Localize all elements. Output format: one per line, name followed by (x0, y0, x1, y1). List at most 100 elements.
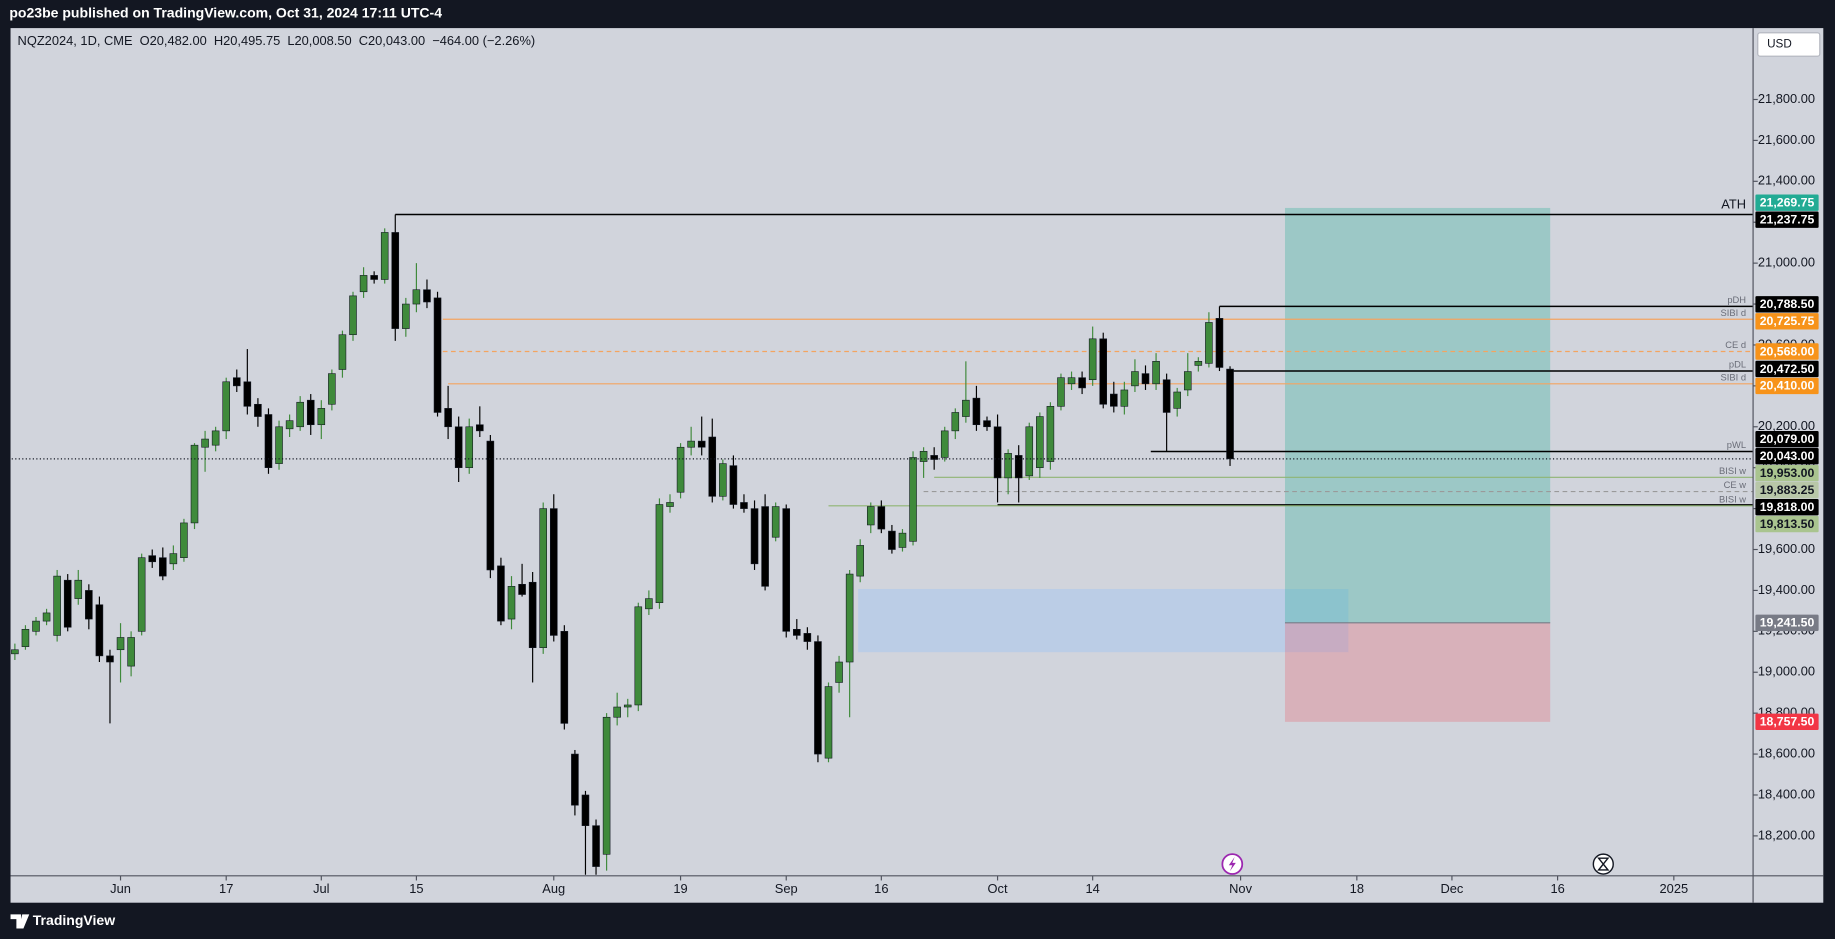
candle-body (32, 620, 40, 632)
candle-body (1226, 368, 1234, 460)
brand-logo: TradingView (10, 912, 115, 929)
candle-body (1046, 406, 1055, 462)
candle-body (180, 522, 188, 558)
candle-body (592, 825, 600, 867)
candle-body (148, 555, 157, 563)
price-label-box (1755, 211, 1819, 228)
candle-body (666, 502, 674, 507)
candle-body (803, 633, 812, 642)
price-label: 19,241.50 (1760, 616, 1815, 630)
price-label: 20,725.75 (1760, 314, 1815, 328)
candle-body (454, 426, 463, 468)
candle-body (951, 412, 960, 432)
candle-body (391, 232, 400, 329)
candle-body (1131, 371, 1139, 387)
x-tick-label: Dec (1440, 881, 1463, 896)
price-label: 20,043.00 (1760, 449, 1815, 463)
candle-body (1152, 361, 1160, 385)
candle-body (623, 704, 632, 708)
candle-body (486, 440, 495, 571)
candle-body (1141, 373, 1150, 385)
x-tick-label: Oct (988, 881, 1008, 896)
price-label: 18,757.50 (1760, 715, 1815, 729)
price-label: 21,237.75 (1760, 213, 1815, 227)
price-label-box (1755, 360, 1819, 378)
x-tick-label: 14 (1086, 881, 1100, 896)
candle-body (1183, 371, 1192, 391)
candle-body (877, 506, 886, 530)
price-label-box (1755, 313, 1819, 330)
level-text: pDL (1729, 360, 1746, 370)
y-tick-label: 21,000.00 (1758, 255, 1815, 270)
alert-bolt[interactable] (1228, 857, 1236, 872)
candle-body (581, 794, 590, 826)
x-tick-label: 2025 (1660, 881, 1689, 896)
candle-body (518, 583, 526, 595)
candle-body (793, 628, 801, 636)
y-tick-label: 19,000.00 (1758, 664, 1815, 679)
candle-body (412, 289, 421, 305)
price-label: 20,410.00 (1760, 379, 1815, 393)
candle-body (539, 508, 547, 648)
candle-body (835, 661, 843, 683)
level-text: SIBI d (1721, 372, 1746, 382)
replay-icon[interactable] (1592, 853, 1614, 875)
candle-body (85, 590, 93, 620)
candle-body (1099, 338, 1108, 405)
candle-body (1036, 416, 1044, 468)
candle-body (613, 706, 621, 718)
candle-body (232, 377, 241, 387)
publisher: po23be published on TradingView.com, Oct… (9, 5, 442, 21)
candle-body (909, 457, 917, 542)
price-label-box (1755, 713, 1819, 731)
alert-icon[interactable] (1221, 853, 1244, 875)
candle-body (697, 440, 706, 448)
x-tick-label: 15 (409, 881, 423, 896)
legend-value: C20,043.00 (359, 34, 425, 49)
price-label-box (1755, 194, 1819, 211)
y-tick-label: 21,600.00 (1758, 132, 1815, 147)
y-tick-label: 21,800.00 (1758, 91, 1815, 106)
price-label: 20,568.00 (1760, 344, 1815, 358)
candle-body (21, 628, 30, 647)
level-text: CE d (1725, 340, 1746, 350)
candle-body (824, 686, 833, 759)
candle-body (1078, 377, 1086, 389)
x-tick-label: Aug (542, 881, 565, 896)
candle-body (275, 426, 283, 464)
candle-body (782, 508, 791, 632)
candle-body (465, 426, 474, 468)
candle-body (1004, 453, 1012, 479)
x-tick-label: 17 (219, 881, 233, 896)
candle-body (1025, 426, 1034, 477)
price-label-box (1755, 448, 1819, 465)
candle-body (930, 455, 938, 460)
candle-body (549, 508, 558, 636)
candle-body (898, 532, 907, 548)
candle-body (687, 440, 695, 448)
candle-body (856, 545, 864, 577)
candle-body (1110, 393, 1118, 407)
candle-body (993, 426, 1002, 479)
price-label-box (1755, 481, 1819, 499)
candle-body (349, 295, 357, 336)
currency-button[interactable] (1757, 32, 1821, 57)
loss-zone (1284, 622, 1551, 722)
candle-body (116, 637, 125, 651)
level-text: BISI w (1719, 466, 1746, 476)
brand: TradingView (33, 912, 115, 928)
candle-body (1205, 322, 1213, 364)
candle-body (750, 508, 759, 565)
price-label-box (1755, 296, 1819, 313)
x-tick-label: Nov (1229, 881, 1252, 896)
candle-body (1067, 377, 1076, 385)
replay-glass[interactable] (1597, 857, 1610, 871)
price-label-box (1755, 464, 1819, 482)
candle-body (159, 557, 167, 577)
currency[interactable]: USD (1767, 38, 1792, 51)
price-label: 21,269.75 (1760, 196, 1815, 210)
candle-body (1120, 389, 1129, 407)
candle-body (814, 641, 822, 755)
candle-body (254, 403, 262, 417)
zone (858, 588, 1349, 653)
